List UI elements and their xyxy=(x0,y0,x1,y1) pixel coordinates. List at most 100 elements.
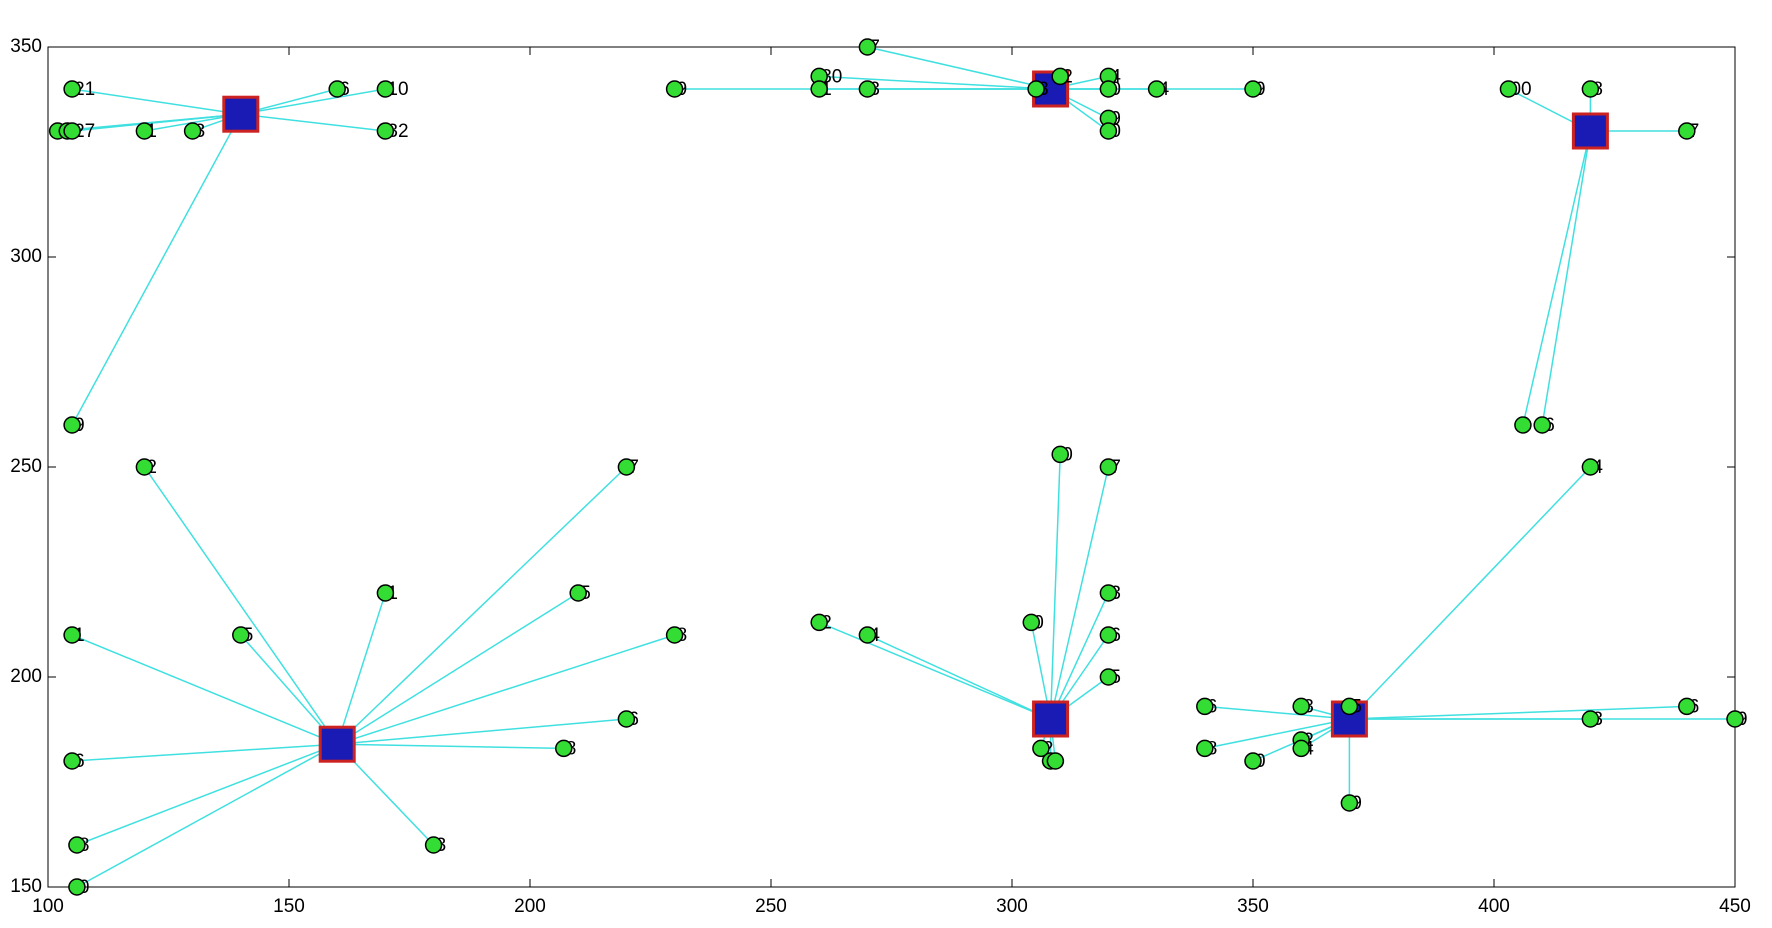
link xyxy=(867,634,1051,720)
point xyxy=(63,416,81,434)
point xyxy=(1244,80,1262,98)
point xyxy=(665,80,684,98)
link xyxy=(1049,466,1110,720)
point xyxy=(376,122,395,140)
point xyxy=(63,626,81,644)
link xyxy=(336,592,387,745)
cluster-center xyxy=(1032,700,1070,738)
x-tick-label: 300 xyxy=(996,896,1028,917)
point xyxy=(1514,416,1532,434)
point xyxy=(554,739,573,758)
point xyxy=(1581,80,1600,98)
point xyxy=(810,613,828,632)
point xyxy=(1196,697,1214,716)
point xyxy=(617,458,636,476)
x-tick-label: 450 xyxy=(1719,896,1751,917)
point xyxy=(1196,739,1214,758)
point xyxy=(1678,697,1696,716)
point xyxy=(1292,739,1310,758)
link xyxy=(337,718,627,745)
point xyxy=(376,80,395,98)
link xyxy=(819,75,1051,90)
point xyxy=(424,836,443,854)
link xyxy=(336,634,675,745)
point xyxy=(1581,710,1600,728)
point xyxy=(63,80,81,98)
point xyxy=(1022,613,1041,632)
x-tick-label: 250 xyxy=(755,896,787,917)
point xyxy=(1027,80,1045,98)
point xyxy=(328,80,346,98)
point xyxy=(1292,697,1310,716)
point xyxy=(810,80,828,98)
link xyxy=(1349,705,1687,720)
link xyxy=(143,466,338,745)
point xyxy=(1099,626,1118,644)
link xyxy=(337,743,564,750)
link xyxy=(1541,130,1592,426)
point xyxy=(1099,80,1118,98)
link xyxy=(240,88,386,115)
link xyxy=(1204,705,1350,720)
point xyxy=(858,38,877,56)
x-tick-label: 350 xyxy=(1237,896,1269,917)
point xyxy=(183,122,202,140)
link xyxy=(867,46,1051,90)
link xyxy=(76,743,338,888)
y-tick-label: 150 xyxy=(10,876,42,897)
point xyxy=(665,626,684,644)
cluster-center xyxy=(222,95,260,133)
x-tick-label: 400 xyxy=(1478,896,1510,917)
point xyxy=(1340,697,1359,716)
link xyxy=(240,113,386,132)
cluster-center xyxy=(318,725,356,763)
link xyxy=(71,634,338,745)
point xyxy=(1099,458,1118,476)
x-tick-label: 100 xyxy=(32,896,64,917)
link xyxy=(71,113,242,426)
point xyxy=(1032,739,1050,758)
y-tick-label: 250 xyxy=(10,456,42,477)
point xyxy=(858,80,877,98)
point xyxy=(68,878,86,896)
link xyxy=(71,88,241,115)
point xyxy=(135,458,154,476)
link xyxy=(336,592,579,745)
point xyxy=(1726,710,1744,728)
point xyxy=(1099,584,1118,602)
link xyxy=(1049,592,1110,720)
cluster-center xyxy=(1571,112,1609,150)
link xyxy=(1348,466,1591,720)
point xyxy=(1340,794,1359,812)
point xyxy=(1051,445,1069,464)
point xyxy=(135,122,154,140)
point xyxy=(1499,80,1518,98)
y-tick-label: 300 xyxy=(10,246,42,267)
point xyxy=(1581,458,1600,476)
x-tick-label: 150 xyxy=(273,896,305,917)
y-tick-label: 350 xyxy=(10,36,42,57)
point xyxy=(1051,67,1069,86)
point xyxy=(63,122,81,140)
point xyxy=(1099,122,1118,140)
link xyxy=(336,466,627,745)
point xyxy=(1099,668,1118,686)
point xyxy=(63,752,81,770)
x-tick-label: 200 xyxy=(514,896,546,917)
point xyxy=(232,626,250,644)
link xyxy=(76,743,338,846)
point xyxy=(1046,752,1065,770)
point xyxy=(1533,416,1551,434)
link xyxy=(1522,130,1592,426)
y-tick-label: 200 xyxy=(10,666,42,687)
link xyxy=(1204,718,1350,750)
link xyxy=(1049,454,1061,720)
link xyxy=(818,621,1051,720)
point xyxy=(617,710,636,728)
point xyxy=(1147,80,1166,98)
link xyxy=(72,743,338,762)
point xyxy=(376,584,395,602)
point xyxy=(569,584,587,602)
